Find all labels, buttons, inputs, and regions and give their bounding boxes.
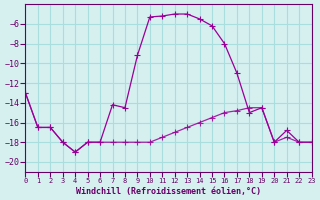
X-axis label: Windchill (Refroidissement éolien,°C): Windchill (Refroidissement éolien,°C) — [76, 187, 261, 196]
